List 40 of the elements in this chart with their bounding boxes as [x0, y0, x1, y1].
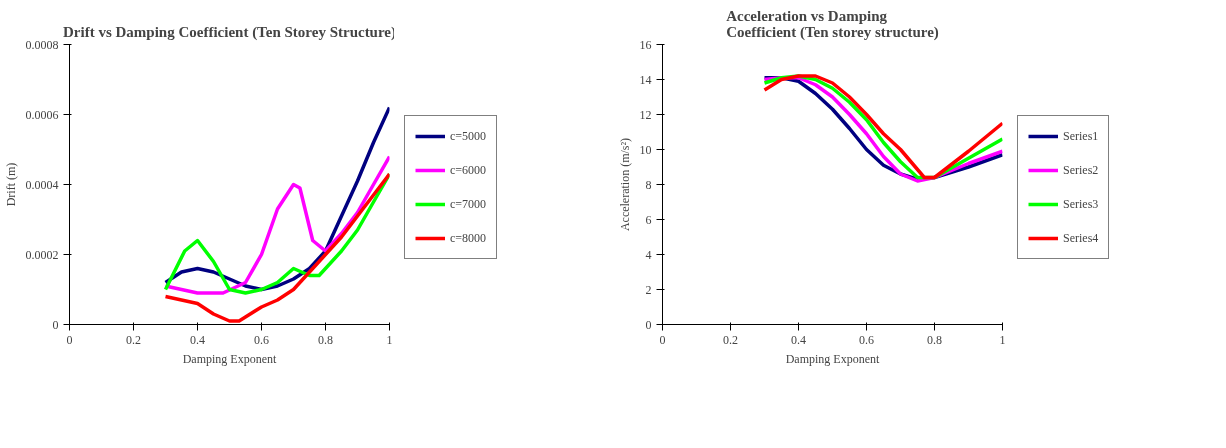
x-tick-label: 0.6 [254, 332, 269, 347]
x-axis-title: Damping Exponent [182, 351, 277, 366]
legend-label: Series3 [1063, 196, 1099, 212]
legend-label: Series1 [1063, 128, 1099, 144]
y-tick-label: 0 [645, 317, 652, 332]
x-tick-label: 0.8 [927, 332, 942, 347]
y-tick-label: 12 [639, 107, 652, 122]
y-tick-label: 0.0006 [25, 107, 59, 122]
y-tick-label: 2 [645, 282, 652, 297]
legend-label: c=7000 [450, 196, 487, 212]
y-tick-label: 0.0004 [25, 177, 59, 192]
y-axis-title: Drift (m) [3, 162, 18, 207]
y-tick-label: 16 [639, 37, 652, 52]
legend-label: Series4 [1063, 230, 1099, 246]
y-tick-label: 14 [639, 72, 652, 87]
x-tick-label: 0.2 [723, 332, 738, 347]
y-tick-label: 0.0008 [25, 37, 59, 52]
legend-label: Series2 [1063, 162, 1099, 178]
y-tick-label: 8 [645, 177, 652, 192]
y-tick-label: 0 [52, 317, 59, 332]
y-tick-label: 10 [639, 142, 652, 157]
legend-label: c=5000 [450, 128, 487, 144]
y-tick-label: 0.0002 [25, 247, 59, 262]
x-axis-title: Damping Exponent [785, 351, 880, 366]
x-tick-label: 1 [386, 332, 393, 347]
y-tick-label: 6 [645, 212, 652, 227]
chart-title: Acceleration vs Damping Coefficient (Ten storey structure) [726, 7, 939, 41]
x-tick-label: 0.2 [126, 332, 141, 347]
x-tick-label: 0.8 [318, 332, 333, 347]
x-tick-label: 0.6 [859, 332, 874, 347]
legend-label: c=6000 [450, 162, 487, 178]
x-tick-label: 1 [999, 332, 1006, 347]
x-tick-label: 0 [66, 332, 73, 347]
x-tick-label: 0.4 [190, 332, 205, 347]
y-tick-label: 4 [645, 247, 652, 262]
x-tick-label: 0.4 [791, 332, 806, 347]
x-tick-label: 0 [659, 332, 666, 347]
line-series [163, 172, 390, 323]
legend-label: c=8000 [450, 230, 487, 246]
y-axis-title: Acceleration (m/s²) [617, 137, 632, 232]
